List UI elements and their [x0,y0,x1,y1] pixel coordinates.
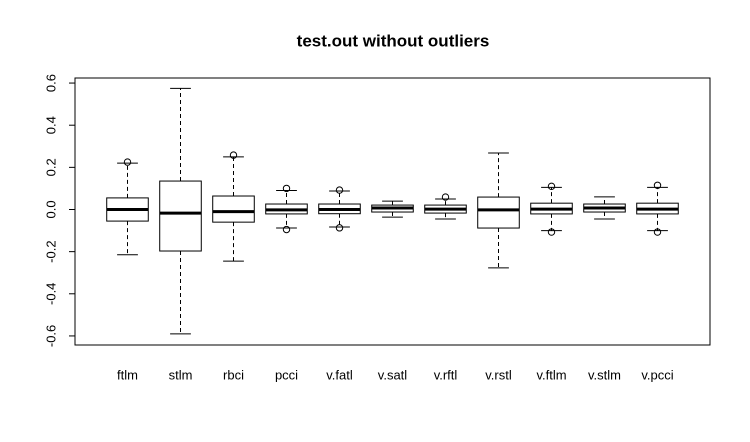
x-tick-label: v.rftl [434,367,458,382]
outlier [335,186,344,194]
chart-title: test.out without outliers [297,31,490,50]
x-tick-label: v.stlm [588,367,621,382]
y-tick-label: 0.0 [43,200,58,218]
y-tick-label: -0.6 [43,325,58,347]
outlier [653,228,662,236]
y-tick-label: -0.4 [43,283,58,305]
box [477,196,520,229]
outlier [282,225,291,234]
y-tick-label: 0.6 [43,74,58,92]
y-tick-label: -0.2 [43,240,58,262]
outlier [653,181,662,189]
outlier [547,182,556,191]
x-tick-label: v.pcci [641,367,673,382]
outlier [441,193,450,201]
outlier [335,224,344,232]
x-tick-label: pcci [275,367,298,382]
y-tick-label: 0.4 [43,116,58,134]
plot-frame [74,77,711,346]
box [159,180,202,252]
x-tick-label: ftlm [117,367,138,382]
box [212,195,255,223]
outlier [229,151,238,159]
x-tick-label: v.ftlm [536,367,566,382]
outlier [123,158,132,166]
x-tick-label: stlm [169,367,193,382]
outlier [282,184,291,193]
outlier [547,228,556,236]
x-tick-label: v.fatl [326,367,353,382]
x-tick-label: v.rstl [485,367,512,382]
x-tick-label: rbci [223,367,244,382]
y-tick-label: 0.2 [43,158,58,176]
x-tick-label: v.satl [378,367,407,382]
